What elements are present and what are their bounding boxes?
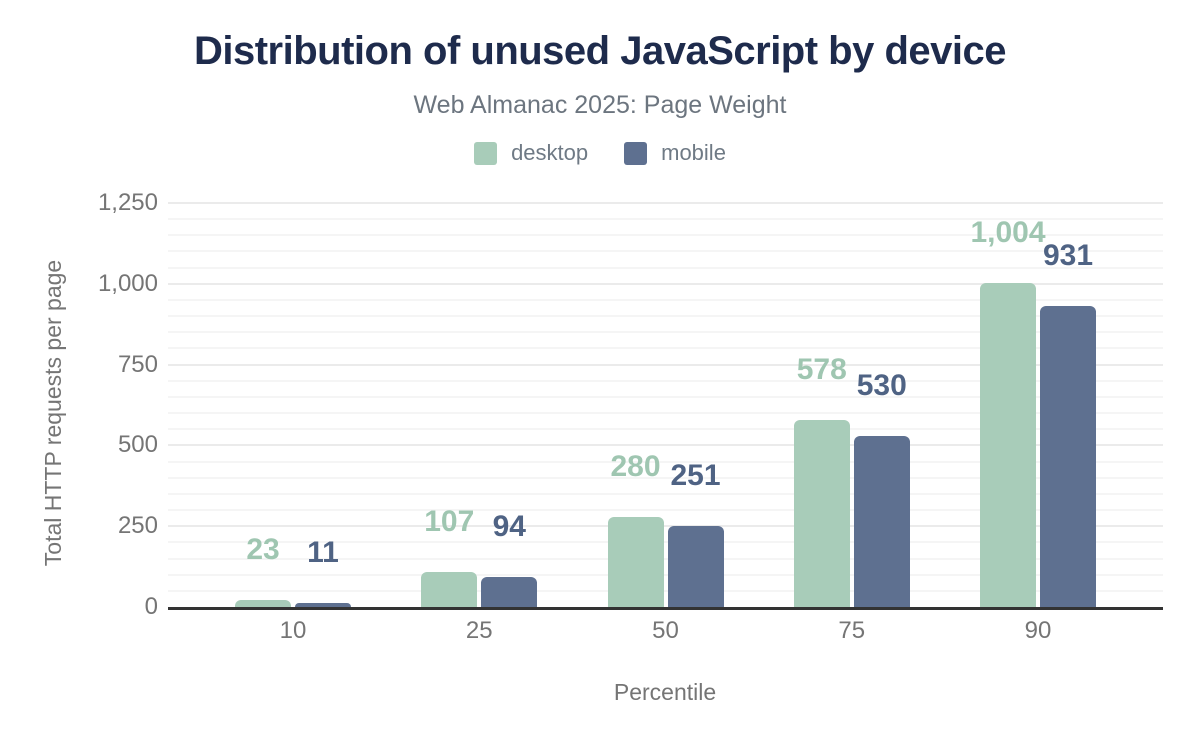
value-label-desktop-p50: 280 [610, 449, 661, 483]
bar-desktop-p25[interactable] [421, 572, 478, 607]
minor-gridline-400 [168, 476, 1163, 479]
y-tick-label-250: 250 [117, 512, 158, 540]
bar-mobile-p50[interactable] [667, 525, 724, 607]
legend-item-mobile: mobile [624, 140, 726, 166]
bar-desktop-p90[interactable] [980, 282, 1036, 607]
x-tick-label-10: 10 [279, 617, 307, 644]
minor-gridline-200 [168, 541, 1163, 544]
bar-desktop-p10[interactable] [235, 599, 291, 607]
y-tick-label-500: 500 [117, 431, 158, 459]
minor-gridline-550 [168, 428, 1163, 431]
minor-gridline-600 [168, 412, 1163, 415]
major-gridline-1000 [168, 282, 1163, 285]
minor-gridline-900 [168, 315, 1163, 318]
major-gridline-250 [168, 525, 1163, 528]
minor-gridline-650 [168, 395, 1163, 398]
major-gridline-750 [168, 363, 1163, 366]
value-label-desktop-p90: 1,004 [970, 215, 1046, 249]
value-label-desktop-p10: 23 [246, 532, 280, 566]
value-label-mobile-p10: 11 [307, 536, 339, 570]
x-tick-label-50: 50 [652, 617, 679, 644]
minor-gridline-450 [168, 460, 1163, 463]
x-tick-label-90: 90 [1024, 617, 1052, 644]
minor-gridline-800 [168, 347, 1163, 350]
x-tick-label-25: 25 [465, 617, 493, 644]
minor-gridline-950 [168, 298, 1163, 301]
legend-item-desktop: desktop [474, 140, 588, 166]
minor-gridline-700 [168, 379, 1163, 382]
minor-gridline-1100 [168, 250, 1163, 253]
y-tick-label-750: 750 [117, 350, 158, 378]
bar-mobile-p75[interactable] [853, 435, 910, 607]
legend: desktop mobile [0, 140, 1200, 166]
major-gridline-500 [168, 444, 1163, 447]
value-label-mobile-p90: 931 [1042, 239, 1094, 273]
value-label-mobile-p25: 94 [492, 509, 526, 543]
bar-mobile-p25[interactable] [481, 576, 538, 607]
x-axis-line [168, 607, 1163, 610]
value-label-mobile-p75: 530 [856, 368, 907, 402]
bar-desktop-p50[interactable] [607, 516, 664, 607]
bar-mobile-p90[interactable] [1040, 306, 1096, 607]
chart-subtitle: Web Almanac 2025: Page Weight [413, 91, 787, 119]
plot-area: 23 107 280 578 1,004 11 94 251 530 931 [168, 202, 1163, 610]
minor-gridline-150 [168, 557, 1163, 560]
value-label-desktop-p75: 578 [796, 353, 847, 387]
bar-desktop-p75[interactable] [793, 420, 850, 607]
mobile-swatch-icon [624, 141, 648, 165]
minor-gridline-300 [168, 509, 1163, 512]
value-label-desktop-p25: 107 [424, 505, 475, 539]
legend-label-desktop: desktop [511, 140, 589, 165]
chart-title: Distribution of unused JavaScript by dev… [193, 29, 1007, 73]
minor-gridline-1200 [168, 218, 1163, 221]
minor-gridline-100 [168, 573, 1163, 576]
y-tick-label-0: 0 [144, 593, 158, 620]
desktop-swatch-icon [474, 141, 498, 165]
minor-gridline-850 [168, 331, 1163, 334]
legend-label-mobile: mobile [661, 140, 726, 165]
minor-gridline-1050 [168, 266, 1163, 269]
x-axis-title: Percentile [613, 679, 717, 705]
value-label-mobile-p50: 251 [670, 458, 721, 492]
bar-mobile-p10[interactable] [295, 603, 351, 607]
y-tick-label-1000: 1,000 [97, 269, 158, 297]
minor-gridline-350 [168, 492, 1163, 495]
x-tick-label-75: 75 [838, 617, 866, 644]
minor-gridline-50 [168, 589, 1163, 592]
minor-gridline-1150 [168, 234, 1163, 237]
y-tick-label-1250: 1,250 [97, 189, 158, 216]
major-gridline-1250 [168, 202, 1163, 204]
